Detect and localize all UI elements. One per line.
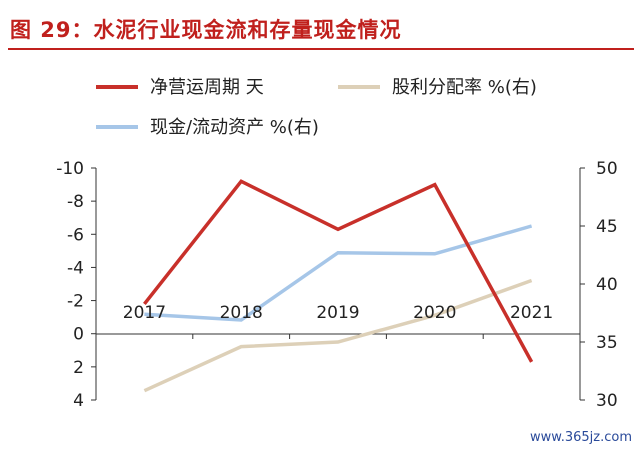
right-tick-label: 35 xyxy=(596,333,618,353)
legend-label: 股利分配率 %(右) xyxy=(392,77,537,98)
left-tick-label: 0 xyxy=(73,325,84,345)
series-line-0 xyxy=(143,179,534,363)
left-tick-label: -4 xyxy=(67,258,84,278)
x-category-label: 2017 xyxy=(123,303,166,323)
right-tick-label: 40 xyxy=(596,275,618,295)
left-tick-label: 2 xyxy=(73,358,84,378)
left-tick-label: -8 xyxy=(67,192,84,212)
x-category-label: 2020 xyxy=(413,303,456,323)
left-tick-label: -10 xyxy=(56,159,84,179)
left-tick-label: 4 xyxy=(73,391,84,411)
watermark: www.365jz.com xyxy=(528,430,634,445)
figure-title: 图 29：水泥行业现金流和存量现金情况 xyxy=(10,18,402,42)
legend-label: 净营运周期 天 xyxy=(150,77,264,98)
left-tick-label: -2 xyxy=(67,292,84,312)
left-tick-label: -6 xyxy=(67,225,84,245)
x-category-label: 2021 xyxy=(510,303,553,323)
x-category-label: 2019 xyxy=(316,303,359,323)
series-line-1 xyxy=(143,278,533,393)
right-tick-label: 45 xyxy=(596,217,618,237)
right-tick-label: 50 xyxy=(596,159,618,179)
legend-label: 现金/流动资产 %(右) xyxy=(150,117,319,138)
x-category-label: 2018 xyxy=(220,303,263,323)
right-tick-label: 30 xyxy=(596,391,618,411)
title-rule xyxy=(8,48,634,50)
